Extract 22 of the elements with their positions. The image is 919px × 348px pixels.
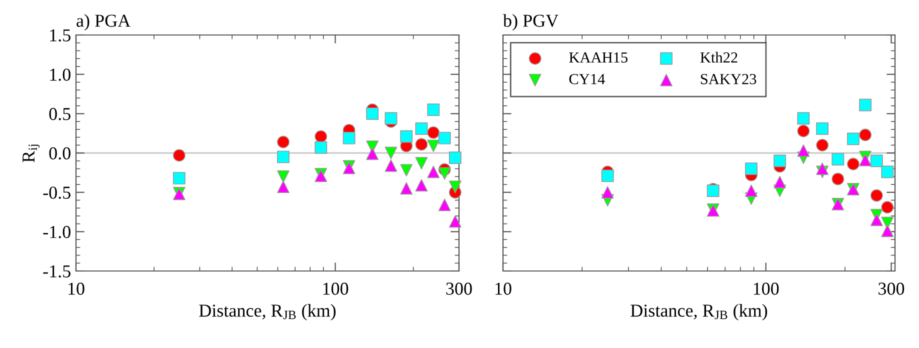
chart-title: b) PGV: [503, 14, 558, 31]
y-tick-label: -1.5: [43, 265, 70, 278]
chart-title: a) PGA: [76, 14, 131, 31]
legend-label: Kth22: [700, 52, 738, 63]
y-tick-label: -1.0: [43, 226, 70, 238]
x-tick-label: 300: [446, 282, 472, 295]
x-tick-label: 100: [323, 282, 348, 295]
legend-label: SAKY23: [700, 74, 756, 84]
y-tick-label: -0.5: [43, 186, 70, 199]
x-tick-label: 10: [68, 282, 84, 295]
y-tick-label: 0.0: [49, 147, 70, 160]
y-tick-label: 1.0: [50, 68, 70, 81]
x-tick-label: 300: [878, 282, 904, 295]
y-tick-label: 1.5: [50, 29, 70, 42]
legend-label: KAAH15: [569, 52, 628, 63]
legend-label: CY14: [569, 74, 605, 84]
x-tick-label: 10: [496, 282, 512, 295]
x-axis-title: Distance, R$_{JB}$ (km): [630, 304, 768, 320]
y-tick-label: 0.5: [49, 108, 70, 120]
x-tick-label: 100: [754, 282, 779, 295]
y-axis-title: R$_{ij}$: [22, 144, 40, 162]
x-axis-title: Distance, R$_{JB}$ (km): [199, 304, 336, 320]
